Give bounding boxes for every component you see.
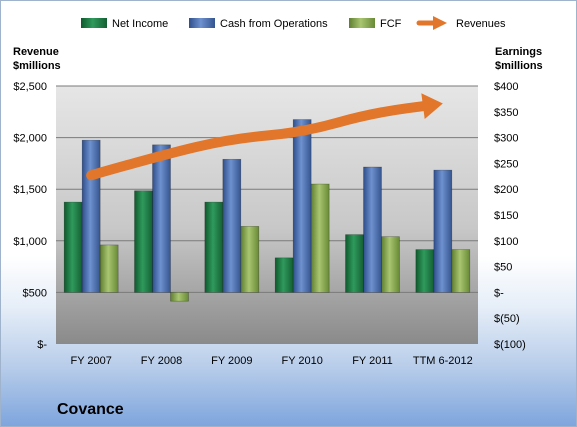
x-axis-tick-label: FY 2009 (211, 355, 252, 367)
fcf-bar (451, 249, 471, 293)
right-axis-tick-label: $350 (494, 107, 518, 119)
fcf-bar (310, 183, 330, 293)
right-axis-title-line2: $millions (495, 60, 543, 72)
x-axis-tick-label: FY 2007 (70, 355, 111, 367)
left-axis-tick-label: $2,000 (13, 133, 47, 145)
fcf-bar (170, 292, 189, 302)
plot-area (56, 86, 478, 344)
right-axis-tick-label: $400 (494, 81, 518, 93)
fcf-bar (381, 236, 400, 293)
revenues-series (86, 93, 443, 181)
left-axis-tick-label: $1,500 (13, 184, 47, 196)
x-axis-tick-label: FY 2008 (141, 355, 182, 367)
right-axis-tick-label: $50 (494, 262, 512, 274)
net-income-bar (134, 190, 153, 293)
right-axis-tick-label: $(50) (494, 313, 520, 325)
net-income-bar (345, 234, 364, 293)
net-income-bar (204, 201, 224, 293)
x-axis-tick-label: FY 2011 (352, 355, 393, 367)
cash-from-operations-bar (363, 166, 382, 293)
x-axis-ticks: FY 2007 FY 2008 FY 2009 FY 2010 FY 2011 TTM 6… (70, 355, 472, 367)
legend-swatch-net-income (81, 18, 107, 28)
right-axis-tick-label: $250 (494, 158, 518, 170)
right-axis-ticks: $(100) $(50) $- $50 $100 $150 $200 $250 $300 $350… (494, 81, 526, 351)
left-axis-title-line1: Revenue (13, 46, 59, 58)
left-axis-tick-label: $- (37, 339, 47, 351)
legend-label-cash-from-operations: Cash from Operations (220, 18, 328, 30)
legend-swatch-revenues-arrowhead (433, 16, 447, 30)
cash-from-operations-bar (292, 119, 312, 293)
fcf-bar (99, 244, 119, 293)
legend: Net Income Cash from Operations FCF Reve… (81, 16, 506, 30)
bar-series (63, 119, 471, 302)
revenues-line (86, 101, 429, 181)
left-axis-title-line2: $millions (13, 60, 61, 72)
right-axis-tick-label: $200 (494, 184, 518, 196)
legend-swatch-cash-from-operations (189, 18, 215, 28)
left-axis-tick-label: $1,000 (13, 236, 47, 248)
x-axis-tick-label: FY 2010 (281, 355, 322, 367)
cash-from-operations-bar (81, 139, 101, 293)
right-axis-tick-label: $300 (494, 133, 518, 145)
legend-label-revenues: Revenues (456, 18, 506, 30)
right-axis-title-line1: Earnings (495, 46, 542, 58)
right-axis-tick-label: $150 (494, 210, 518, 222)
left-axis-tick-label: $2,500 (13, 81, 47, 93)
legend-swatch-fcf (349, 18, 375, 28)
fcf-bar (240, 226, 260, 293)
net-income-bar (274, 257, 294, 293)
net-income-bar (415, 249, 435, 293)
x-axis-tick-label: TTM 6-2012 (413, 355, 473, 367)
company-name: Covance (57, 401, 124, 418)
left-axis-ticks: $- $500 $1,000 $1,500 $2,000 $2,500 (13, 81, 47, 351)
right-axis-tick-label: $100 (494, 236, 518, 248)
cash-from-operations-bar (433, 169, 453, 293)
legend-label-fcf: FCF (380, 18, 402, 30)
right-axis-tick-label: $(100) (494, 339, 526, 351)
revenues-arrowhead (421, 93, 443, 120)
legend-label-net-income: Net Income (112, 18, 168, 30)
left-axis-tick-label: $500 (23, 287, 47, 299)
cash-from-operations-bar (222, 158, 242, 293)
right-axis-tick-label: $- (494, 287, 504, 299)
net-income-bar (63, 201, 83, 293)
cash-from-operations-bar (152, 144, 171, 293)
